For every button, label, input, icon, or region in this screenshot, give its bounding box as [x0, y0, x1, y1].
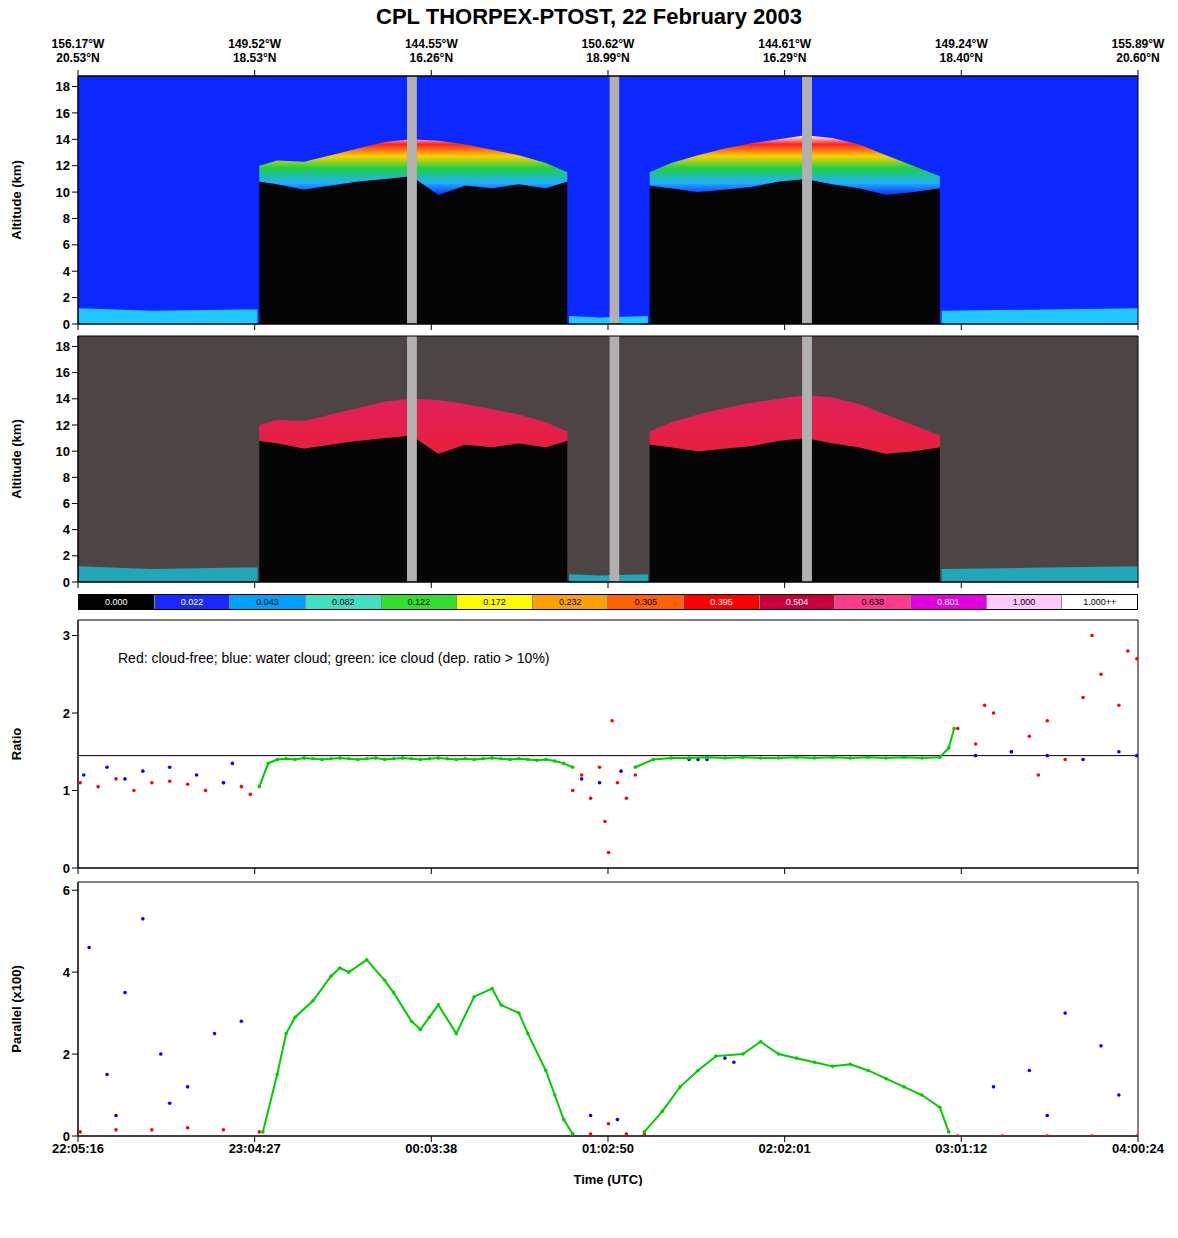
svg-text:16: 16 — [56, 365, 70, 380]
svg-text:02:02:01: 02:02:01 — [759, 1141, 811, 1156]
html-text:0.082: 0.082 — [332, 597, 355, 607]
svg-text:0: 0 — [63, 1129, 70, 1144]
html-text:0.043: 0.043 — [256, 597, 279, 607]
svg-text:20.60°N: 20.60°N — [1116, 51, 1160, 65]
svg-text:18: 18 — [56, 79, 70, 94]
svg-text:14: 14 — [56, 391, 71, 406]
html-text:1.000++: 1.000++ — [1083, 597, 1117, 607]
html-text:0.122: 0.122 — [407, 597, 431, 607]
html-text:0.395: 0.395 — [710, 597, 733, 607]
svg-text:12: 12 — [56, 158, 70, 173]
svg-text:149.24°W: 149.24°W — [935, 37, 989, 51]
svg-text:1: 1 — [63, 783, 70, 798]
svg-text:03:01:12: 03:01:12 — [935, 1141, 987, 1156]
html-text:0.638: 0.638 — [861, 597, 884, 607]
svg-text:150.62°W: 150.62°W — [582, 37, 636, 51]
svg-text:00:03:38: 00:03:38 — [405, 1141, 457, 1156]
svg-text:0: 0 — [63, 861, 70, 876]
html-text:0.022: 0.022 — [180, 597, 204, 607]
svg-text:12: 12 — [56, 418, 70, 433]
svg-text:16: 16 — [56, 106, 70, 121]
svg-text:2: 2 — [63, 548, 70, 563]
html-text:1.000: 1.000 — [1012, 597, 1036, 607]
svg-text:10: 10 — [56, 185, 70, 200]
svg-text:2: 2 — [63, 706, 70, 721]
svg-text:6: 6 — [63, 883, 70, 898]
svg-text:Ratio: Ratio — [9, 728, 24, 761]
svg-text:6: 6 — [63, 237, 70, 252]
svg-text:2: 2 — [63, 1047, 70, 1062]
svg-text:6: 6 — [63, 496, 70, 511]
svg-text:20.53°N: 20.53°N — [56, 51, 100, 65]
svg-text:Time (UTC): Time (UTC) — [573, 1172, 642, 1186]
svg-text:4: 4 — [63, 522, 71, 537]
svg-text:3: 3 — [63, 628, 70, 643]
html-text:0.172: 0.172 — [483, 597, 506, 607]
html-text:Red: cloud-free; blue: water c: Red: cloud-free; blue: water cloud; gree… — [118, 650, 550, 666]
svg-text:4: 4 — [63, 264, 71, 279]
svg-text:18.53°N: 18.53°N — [233, 51, 276, 65]
svg-text:Parallel (x100): Parallel (x100) — [9, 965, 24, 1052]
svg-text:8: 8 — [63, 211, 70, 226]
svg-text:149.52°W: 149.52°W — [228, 37, 282, 51]
html-text:0.305: 0.305 — [634, 597, 658, 607]
svg-text:16.26°N: 16.26°N — [410, 51, 454, 65]
svg-text:16.29°N: 16.29°N — [763, 51, 807, 65]
svg-text:23:04:27: 23:04:27 — [229, 1141, 281, 1156]
svg-text:18: 18 — [56, 339, 70, 354]
svg-text:144.61°W: 144.61°W — [758, 37, 812, 51]
svg-text:Altitude (km): Altitude (km) — [9, 419, 24, 498]
html-text:CPL THORPEX-PTOST, 22 February: CPL THORPEX-PTOST, 22 February 2003 — [376, 4, 802, 29]
svg-text:22:05:16: 22:05:16 — [52, 1141, 104, 1156]
svg-text:18.40°N: 18.40°N — [940, 51, 984, 65]
svg-text:14: 14 — [56, 132, 71, 147]
html-text:0.232: 0.232 — [558, 597, 582, 607]
svg-text:01:02:50: 01:02:50 — [582, 1141, 634, 1156]
svg-text:04:00:24: 04:00:24 — [1112, 1141, 1165, 1156]
svg-text:8: 8 — [63, 470, 70, 485]
svg-text:0: 0 — [63, 575, 70, 590]
svg-text:2: 2 — [63, 290, 70, 305]
svg-text:10: 10 — [56, 444, 70, 459]
html-text:0.801: 0.801 — [937, 597, 960, 607]
svg-text:144.55°W: 144.55°W — [405, 37, 459, 51]
html-text:0.504: 0.504 — [785, 597, 809, 607]
svg-text:4: 4 — [63, 965, 71, 980]
svg-text:155.89°W: 155.89°W — [1112, 37, 1166, 51]
html-text:0.000: 0.000 — [105, 597, 128, 607]
svg-text:18.99°N: 18.99°N — [586, 51, 630, 65]
svg-text:156.17°W: 156.17°W — [52, 37, 106, 51]
svg-text:0: 0 — [63, 317, 70, 332]
svg-text:Altitude (km): Altitude (km) — [9, 160, 24, 239]
